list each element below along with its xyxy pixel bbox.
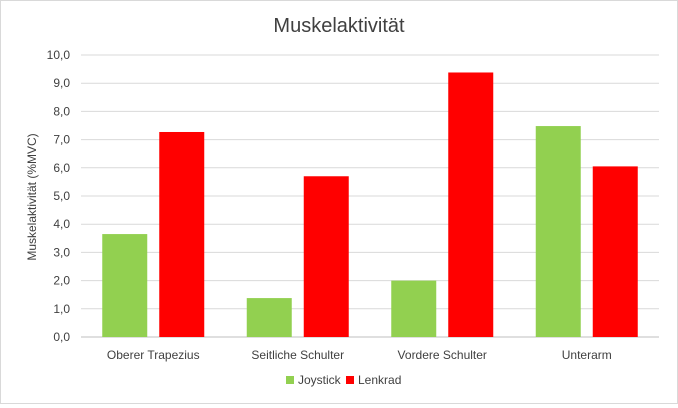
bar-lenkrad-4: [592, 166, 638, 337]
y-tick-label: 8,0: [53, 104, 70, 118]
y-tick-label: 4,0: [53, 217, 70, 231]
y-axis-title: Muskelaktivität (%MVC): [25, 133, 39, 260]
bar-joystick-1: [102, 234, 148, 337]
legend-label: Lenkrad: [358, 373, 401, 387]
legend: Joystick Lenkrad: [286, 373, 401, 387]
legend-swatch: [286, 376, 294, 384]
y-tick-label: 5,0: [53, 189, 70, 203]
y-tick-label: 3,0: [53, 245, 70, 259]
bar-lenkrad-1: [159, 131, 205, 337]
bar-lenkrad-3: [448, 72, 494, 337]
bar-joystick-2: [246, 298, 292, 337]
chart-title: Muskelaktivität: [273, 15, 405, 37]
bar-lenkrad-2: [303, 176, 349, 337]
y-tick-label: 7,0: [53, 133, 70, 147]
legend-swatch: [346, 376, 354, 384]
x-category-label: Seitliche Schulter: [251, 348, 344, 362]
x-category-label: Oberer Trapezius: [107, 348, 200, 362]
y-axis-ticks: 0,0 1,0 2,0 3,0 4,0 5,0 6,0 7,0 8,0 9,0 10,0: [47, 48, 71, 344]
x-axis-categories: Oberer Trapezius Seitliche Schulter Vorder…: [107, 348, 612, 362]
y-tick-label: 10,0: [47, 48, 71, 62]
y-tick-label: 2,0: [53, 274, 70, 288]
y-tick-label: 9,0: [53, 76, 70, 90]
y-tick-label: 6,0: [53, 161, 70, 175]
bar-joystick-4: [535, 126, 581, 338]
x-category-label: Unterarm: [562, 348, 612, 362]
x-category-label: Vordere Schulter: [398, 348, 487, 362]
legend-item-lenkrad: Lenkrad: [346, 373, 401, 387]
legend-item-joystick: Joystick: [286, 373, 342, 387]
y-tick-label: 1,0: [53, 302, 70, 316]
legend-label: Joystick: [298, 373, 342, 387]
y-tick-label: 0,0: [53, 330, 70, 344]
bars: [102, 72, 638, 338]
bar-joystick-3: [391, 280, 437, 337]
